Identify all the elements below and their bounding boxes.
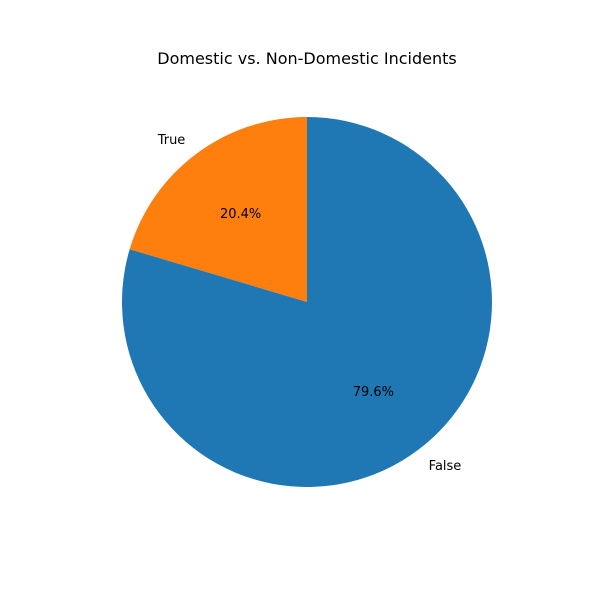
pie-slices (121, 117, 492, 487)
pie-labels: True 20.4% False 79.6% (157, 133, 462, 474)
slice-percent-false: 79.6% (353, 385, 394, 400)
slice-label-true: True (157, 133, 186, 148)
chart-title: Domestic vs. Non-Domestic Incidents (157, 49, 456, 68)
slice-percent-true: 20.4% (220, 207, 261, 222)
slice-label-false: False (429, 459, 462, 474)
pie-slice-true (129, 117, 307, 302)
pie-slice-false (121, 117, 492, 487)
